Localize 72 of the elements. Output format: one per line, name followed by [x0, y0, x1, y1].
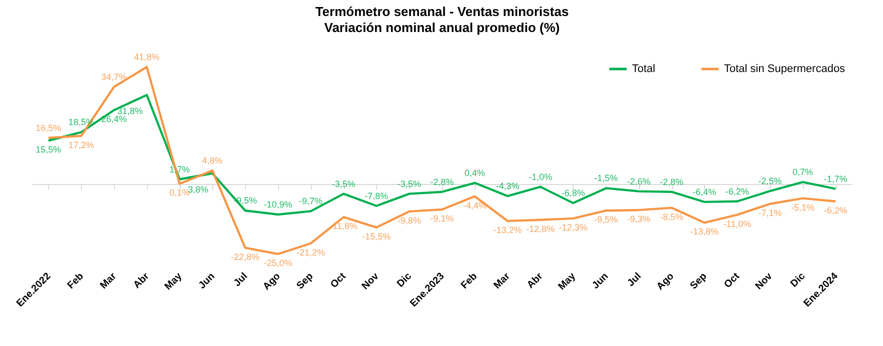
x-tick-label: Jul: [626, 270, 644, 289]
data-label: 0,7%: [792, 167, 814, 178]
data-label: -6,8%: [561, 188, 585, 198]
x-tick-label: Nov: [754, 270, 776, 292]
x-tick-label: Mar: [492, 270, 512, 292]
x-tick-label: Mar: [98, 270, 119, 292]
x-tick-label: Abr: [132, 270, 152, 291]
x-tick-label: Dic: [395, 270, 414, 290]
data-label: -21,2%: [296, 247, 326, 258]
x-tick-label: Abr: [525, 270, 546, 291]
data-label: -9,1%: [430, 213, 454, 224]
chart-subtitle: Variación nominal anual promedio (%): [324, 20, 560, 35]
x-tick-label: May: [162, 270, 185, 292]
x-tick-label: Jun: [590, 270, 611, 292]
data-label: -9,7%: [299, 196, 323, 206]
x-tick-label: Sep: [688, 270, 710, 292]
data-label: -10,9%: [264, 200, 292, 210]
data-label: 26,4%: [101, 114, 127, 124]
data-label: -2,5%: [758, 176, 782, 186]
data-label: -2,8%: [660, 176, 684, 187]
x-tick-label: Feb: [459, 270, 480, 292]
data-label: -12,3%: [558, 222, 588, 232]
data-label: 34,7%: [101, 72, 127, 82]
data-label: -22,8%: [230, 252, 260, 262]
data-label: -15,5%: [362, 231, 391, 242]
data-label: -7,8%: [364, 190, 388, 201]
data-label: 0,4%: [464, 168, 486, 178]
data-label: -12,8%: [526, 224, 555, 234]
data-label: -13,8%: [690, 226, 719, 237]
data-label: 3,8%: [188, 184, 208, 194]
data-label: -5,1%: [791, 202, 815, 212]
x-tick-label: Oct: [722, 270, 742, 291]
legend-label: Total sin Supermercados: [724, 63, 846, 75]
data-label: -1,5%: [594, 173, 618, 184]
data-label: -3,5%: [397, 178, 421, 189]
x-tick-label: Sep: [294, 270, 316, 292]
data-label: 4,8%: [202, 156, 223, 166]
data-label: -2,6%: [627, 176, 651, 186]
data-label: 16,5%: [36, 122, 62, 133]
data-label: -4,3%: [496, 181, 520, 192]
data-label: -8,5%: [660, 212, 684, 222]
x-tick-label: Jun: [196, 270, 218, 292]
legend-label: Total: [632, 63, 656, 75]
x-tick-label: Ago: [261, 270, 283, 292]
data-label: 41,8%: [134, 52, 160, 62]
data-label: -6,4%: [692, 186, 716, 197]
data-label: -1,7%: [824, 174, 848, 184]
data-label: 15,5%: [36, 144, 62, 155]
data-label: -6,2%: [725, 186, 749, 196]
data-label: -11,0%: [723, 218, 752, 229]
x-tick-label: Nov: [360, 270, 382, 292]
x-tick-label: Dic: [788, 270, 808, 290]
data-label: 0,1%: [169, 188, 190, 198]
data-label: -6,2%: [824, 205, 848, 216]
data-label: -3,5%: [332, 178, 356, 189]
data-label: -1,0%: [528, 172, 552, 182]
x-tick-label: Oct: [328, 270, 349, 291]
data-label: -4,4%: [463, 200, 487, 210]
x-tick-label: Jul: [232, 270, 250, 289]
data-label: -13,2%: [493, 224, 522, 235]
x-tick-label: May: [556, 270, 578, 292]
data-label: -2,8%: [430, 176, 454, 187]
data-label: 31,8%: [117, 106, 143, 116]
x-tick-label: Ago: [654, 270, 676, 292]
data-label: -9,3%: [627, 214, 651, 224]
data-label: -7,1%: [758, 208, 782, 218]
data-label: -25,0%: [264, 258, 292, 268]
chart-title: Termómetro semanal - Ventas minoristas: [315, 4, 569, 19]
data-label: -9,8%: [397, 215, 421, 226]
data-label: -9,5%: [594, 214, 618, 225]
x-tick-label: Feb: [66, 270, 86, 292]
data-label: 17,2%: [68, 140, 94, 150]
